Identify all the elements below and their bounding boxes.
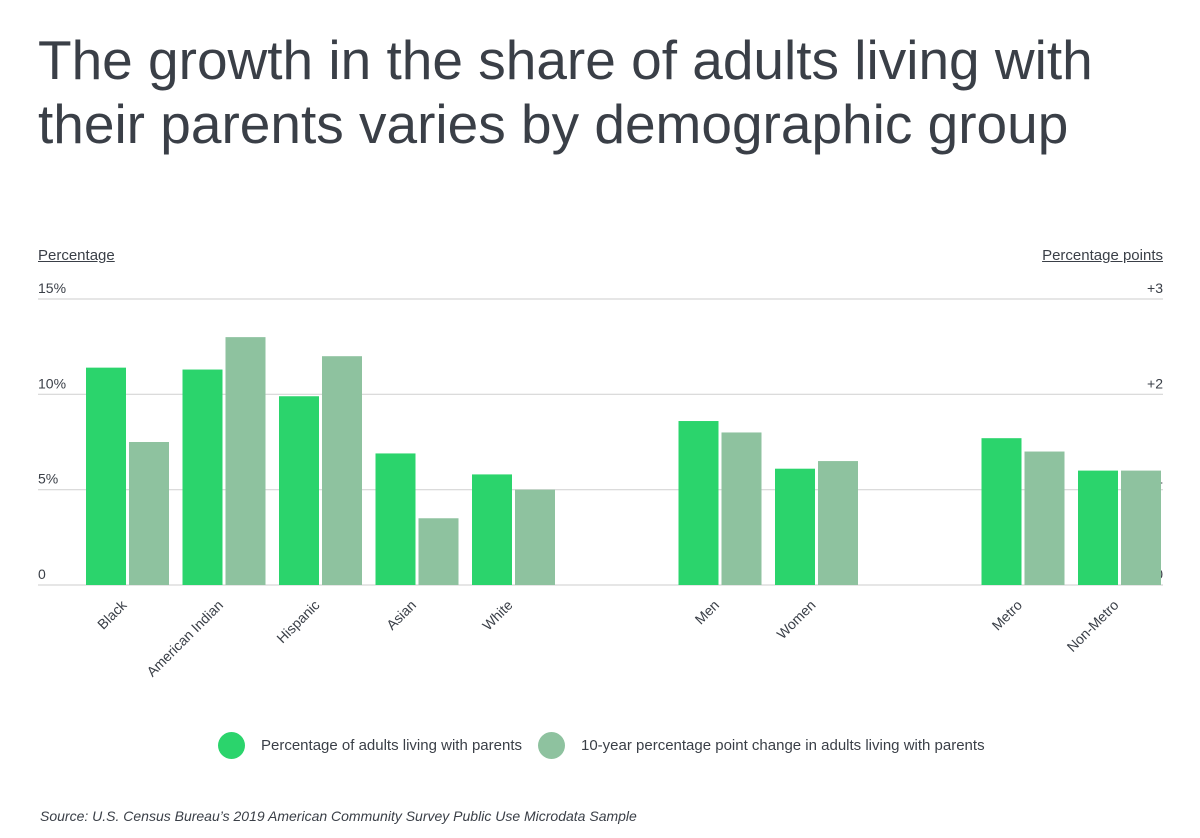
bar-primary [775,468,815,585]
y-tick-label: 5% [38,471,58,487]
bar-primary [279,396,319,585]
legend-label-secondary: 10-year percentage point change in adult… [580,737,985,754]
bar-secondary [515,489,555,585]
x-tick-label: Women [773,597,818,642]
bar-secondary [1121,470,1161,585]
legend-swatch-primary [218,732,245,759]
bar-secondary [418,518,459,585]
y2-tick-label: +2 [1147,375,1163,391]
bar-primary [86,367,126,585]
x-tick-label: Hispanic [273,597,322,646]
y-tick-label: 15% [38,280,66,296]
legend: Percentage of adults living with parents… [218,732,1001,759]
bar-primary [375,453,416,585]
bar-primary [1078,470,1118,585]
y2-tick-label: +3 [1147,280,1163,296]
legend-swatch-secondary [537,732,565,759]
right-axis-title: Percentage points [1042,247,1163,264]
bar-secondary [1024,451,1065,585]
x-tick-label: White [479,597,516,634]
x-tick-label: Non-Metro [1064,597,1122,655]
bar-primary [182,369,223,585]
source-note: Source: U.S. Census Bureau’s 2019 Americ… [40,808,637,824]
x-tick-label: Black [94,596,130,632]
bar-secondary [129,442,169,585]
legend-item-secondary: 10-year percentage point change in adult… [537,732,985,759]
bar-secondary [322,356,362,585]
x-tick-label: Asian [383,597,419,633]
legend-label-primary: Percentage of adults living with parents [261,737,522,754]
y-tick-label: 10% [38,375,66,391]
y-tick-label: 0 [38,566,46,582]
bar-primary [981,438,1022,585]
legend-item-primary: Percentage of adults living with parents [218,732,522,759]
bar-secondary [225,337,266,585]
bar-secondary [818,461,858,585]
bar-primary [472,474,512,585]
x-tick-label: American Indian [143,597,226,680]
x-tick-label: Metro [988,597,1025,634]
bar-primary [678,421,719,585]
chart-title: The growth in the share of adults living… [38,29,1093,155]
left-axis-title: Percentage [38,247,115,264]
x-tick-label: Men [692,597,723,628]
bar-secondary [721,432,762,585]
